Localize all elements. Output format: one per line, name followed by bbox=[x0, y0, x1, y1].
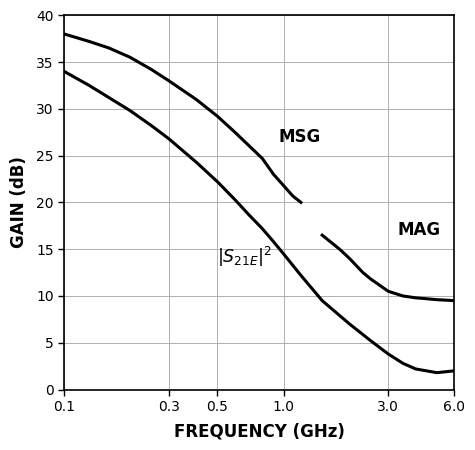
Text: MAG: MAG bbox=[397, 221, 440, 239]
Text: MSG: MSG bbox=[279, 127, 321, 145]
X-axis label: FREQUENCY (GHz): FREQUENCY (GHz) bbox=[174, 422, 345, 440]
Y-axis label: GAIN (dB): GAIN (dB) bbox=[10, 157, 28, 248]
Text: $|S_{21E}|^2$: $|S_{21E}|^2$ bbox=[218, 245, 273, 269]
